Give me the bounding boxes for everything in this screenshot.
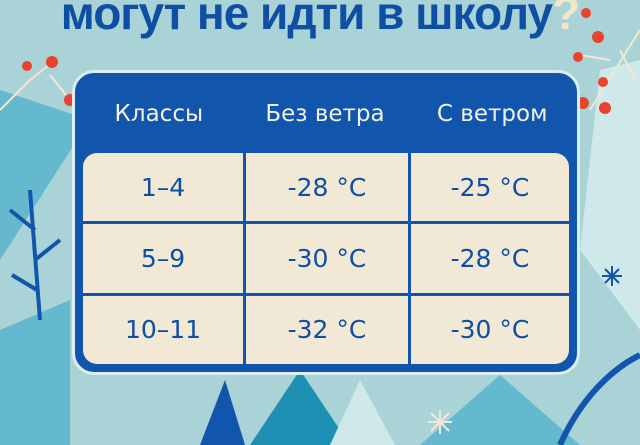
page-title: могут не идти в школу? <box>60 0 580 39</box>
cell-grades: 5–9 <box>83 224 243 293</box>
cell-no-wind: -28 °C <box>246 153 408 222</box>
cell-with-wind: -28 °C <box>411 224 569 293</box>
cell-no-wind: -30 °C <box>246 224 408 293</box>
cell-with-wind: -25 °C <box>411 153 569 222</box>
cell-grades: 10–11 <box>83 295 243 364</box>
cell-with-wind: -30 °C <box>411 295 569 364</box>
temperature-table: Классы Без ветра С ветром 1–4 -28 °C -25… <box>72 70 580 375</box>
cell-no-wind: -32 °C <box>246 295 408 364</box>
cell-grades: 1–4 <box>83 153 243 222</box>
header-grades: Классы <box>114 101 204 127</box>
header-no-wind: Без ветра <box>265 101 385 127</box>
table-header: Классы Без ветра С ветром <box>75 73 577 155</box>
header-with-wind: С ветром <box>436 101 548 127</box>
